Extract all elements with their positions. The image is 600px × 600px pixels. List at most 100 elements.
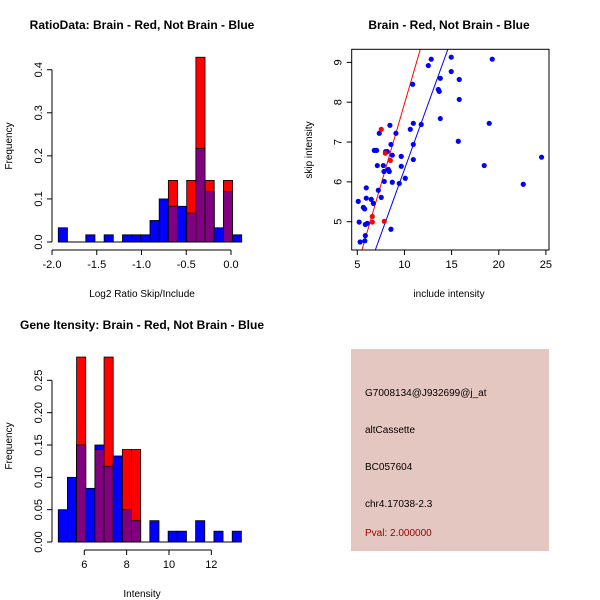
bar-not-brain xyxy=(213,530,224,543)
bar-not-brain xyxy=(131,234,142,243)
point-not-brain xyxy=(376,130,382,136)
bar-overlap xyxy=(222,191,233,243)
bar-not-brain xyxy=(195,520,206,543)
gene-intensity-histogram: Gene Itensity: Brain - Red, Not Brain - … xyxy=(4,318,264,600)
point-not-brain xyxy=(456,76,462,83)
point-not-brain xyxy=(389,152,395,158)
intensity-scatter: Brain - Red, Not Brain - Blue include in… xyxy=(304,18,552,300)
ratio-histogram-xlabel: Log2 Ratio Skip/Include xyxy=(89,289,195,300)
point-not-brain xyxy=(410,156,416,163)
y-tick-label: 9 xyxy=(333,59,345,65)
point-not-brain xyxy=(393,130,399,136)
bar-not-brain xyxy=(140,234,151,243)
plot-area xyxy=(355,49,545,250)
point-not-brain xyxy=(362,238,368,244)
point-not-brain xyxy=(410,81,416,87)
intensity-scatter-xlabel: include intensity xyxy=(413,289,484,300)
bar-not-brain xyxy=(158,198,169,243)
bar-not-brain xyxy=(149,220,160,243)
bar-overlap xyxy=(103,465,114,543)
plot-box xyxy=(351,48,550,251)
point-not-brain xyxy=(370,200,376,206)
point-brain xyxy=(378,126,384,132)
point-not-brain xyxy=(456,96,462,103)
point-not-brain xyxy=(355,198,361,204)
fit-line-not-brain xyxy=(374,49,449,250)
x-tick-label: 6 xyxy=(81,559,87,571)
point-not-brain xyxy=(363,195,369,201)
x-tick-label: 20 xyxy=(493,259,505,271)
bar-not-brain xyxy=(67,476,77,543)
point-not-brain xyxy=(387,122,393,128)
bar-overlap xyxy=(167,205,178,243)
point-not-brain xyxy=(374,162,380,169)
pval: Pval: 2.000000 xyxy=(365,528,432,539)
x-tick-label: 8 xyxy=(124,559,130,571)
bar-not-brain xyxy=(57,227,68,243)
point-not-brain xyxy=(437,115,443,122)
point-not-brain xyxy=(489,56,495,62)
point-brain xyxy=(381,218,387,224)
y-tick-label: 0.0 xyxy=(33,234,45,249)
point-not-brain xyxy=(363,185,369,191)
bar-not-brain xyxy=(103,234,114,243)
y-tick-label: 0.00 xyxy=(33,531,45,552)
point-not-brain xyxy=(380,162,386,169)
point-not-brain xyxy=(486,120,492,126)
intensity-scatter-ylabel: skip intensity xyxy=(304,121,315,178)
info-panel-background xyxy=(351,349,549,551)
point-not-brain xyxy=(364,220,370,226)
y-tick-label: 8 xyxy=(333,99,345,105)
accession: BC057604 xyxy=(365,462,413,473)
point-brain xyxy=(369,219,375,225)
point-not-brain xyxy=(455,138,461,144)
gene-intensity-histogram-title: Gene Itensity: Brain - Red, Not Brain - … xyxy=(20,318,264,332)
point-brain xyxy=(382,150,388,156)
point-not-brain xyxy=(398,163,404,169)
fit-line-brain xyxy=(361,49,421,250)
y-tick-label: 0.10 xyxy=(33,467,45,488)
gene-intensity-histogram-xlabel: Intensity xyxy=(123,589,160,600)
point-not-brain xyxy=(520,181,526,187)
point-not-brain xyxy=(418,121,424,128)
bar-not-brain xyxy=(213,227,224,243)
point-not-brain xyxy=(362,233,368,239)
point-not-brain xyxy=(368,196,374,202)
x-tick-label: 15 xyxy=(445,259,457,271)
bar-overlap xyxy=(186,212,197,243)
bar-not-brain xyxy=(57,509,68,543)
point-not-brain xyxy=(436,88,442,95)
x-tick-label: -1.0 xyxy=(132,259,151,271)
point-not-brain xyxy=(396,180,402,187)
bar-not-brain xyxy=(122,234,133,243)
bar-overlap xyxy=(94,449,105,543)
ratio-histogram-title: RatioData: Brain - Red, Not Brain - Blue xyxy=(30,18,255,32)
bar-overlap xyxy=(195,148,206,243)
point-not-brain xyxy=(402,175,408,181)
bar-not-brain xyxy=(177,205,188,243)
point-not-brain xyxy=(407,126,413,132)
y-tick-label: 0.1 xyxy=(33,191,45,206)
bar-overlap xyxy=(204,191,215,243)
y-tick-label: 7 xyxy=(333,139,345,145)
y-tick-label: 0.4 xyxy=(33,62,45,77)
bar-not-brain xyxy=(85,234,96,243)
bar-not-brain xyxy=(231,530,242,543)
y-tick-label: 5 xyxy=(333,219,345,225)
point-not-brain xyxy=(388,226,394,232)
x-tick-label: -2.0 xyxy=(43,259,62,271)
bar-overlap xyxy=(76,444,87,543)
y-tick-label: 0.05 xyxy=(33,499,45,520)
bar-not-brain xyxy=(85,487,96,543)
point-not-brain xyxy=(362,206,368,212)
point-not-brain xyxy=(381,178,387,185)
x-tick-label: 12 xyxy=(205,559,217,571)
bar-overlap xyxy=(131,520,142,543)
locus: chr4.17038-2.3 xyxy=(365,499,433,510)
point-not-brain xyxy=(428,56,434,62)
bar-not-brain xyxy=(232,234,243,243)
point-not-brain xyxy=(410,120,416,126)
x-tick-label: 25 xyxy=(540,259,552,271)
